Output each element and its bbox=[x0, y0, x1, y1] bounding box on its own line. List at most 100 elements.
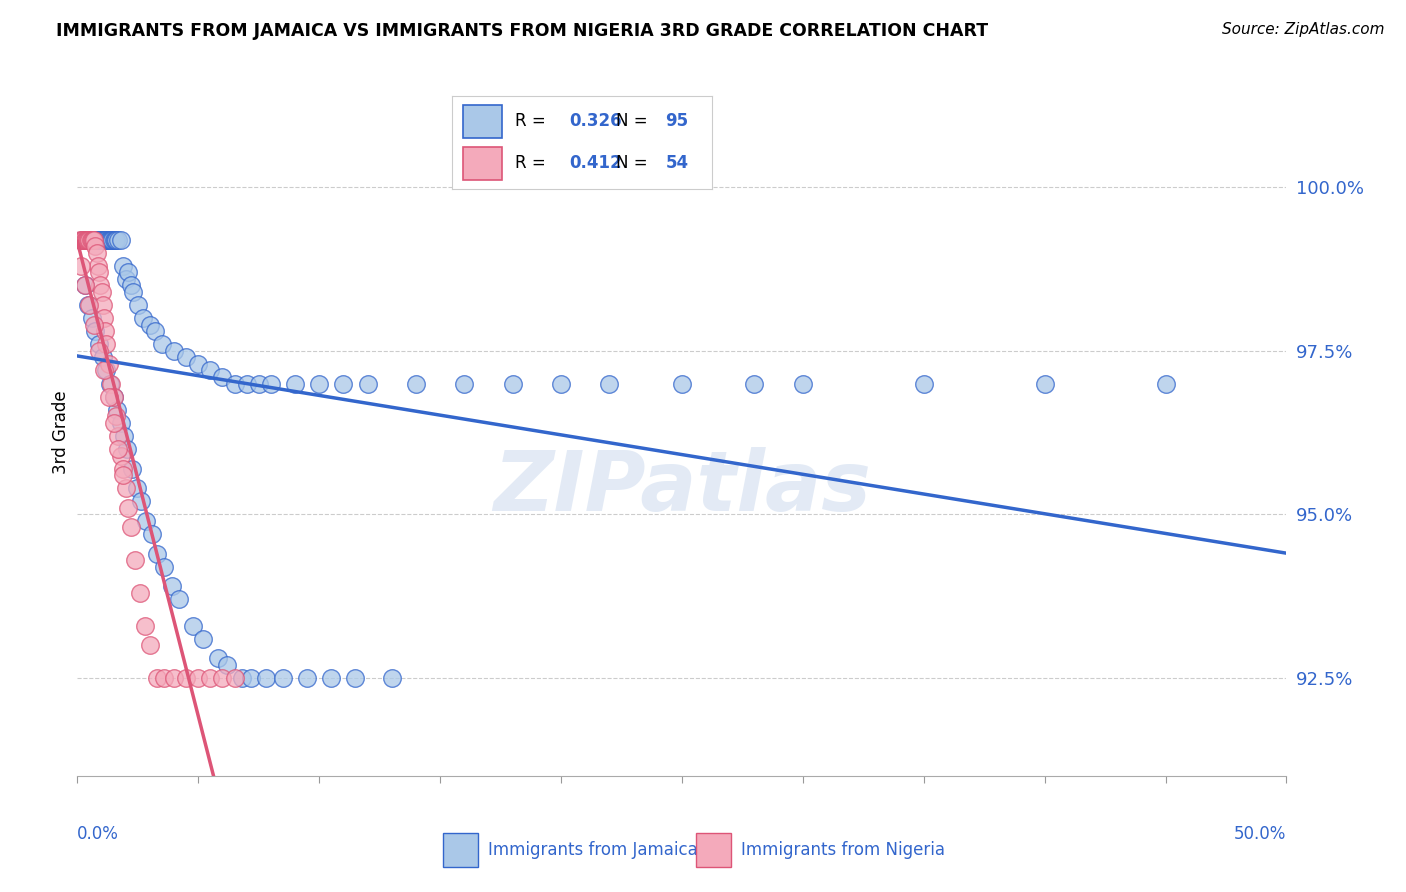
Point bbox=[356, 376, 378, 391]
Point bbox=[344, 671, 367, 685]
Point bbox=[87, 233, 110, 247]
Point bbox=[211, 671, 233, 685]
Point bbox=[91, 298, 114, 312]
Point bbox=[77, 233, 100, 247]
Point bbox=[114, 272, 136, 286]
Point bbox=[79, 298, 101, 312]
Point bbox=[160, 579, 183, 593]
Point bbox=[83, 233, 105, 247]
Point bbox=[70, 233, 93, 247]
Point bbox=[744, 376, 766, 391]
Point bbox=[912, 376, 935, 391]
Point bbox=[187, 357, 209, 371]
Point bbox=[1033, 376, 1056, 391]
Point bbox=[260, 376, 283, 391]
Point bbox=[82, 233, 104, 247]
Point bbox=[115, 442, 138, 456]
Point bbox=[308, 376, 330, 391]
Text: Immigrants from Nigeria: Immigrants from Nigeria bbox=[741, 841, 945, 859]
Point bbox=[86, 233, 108, 247]
Point bbox=[84, 233, 107, 247]
Text: Immigrants from Jamaica: Immigrants from Jamaica bbox=[488, 841, 697, 859]
Point bbox=[101, 233, 124, 247]
Point bbox=[207, 651, 229, 665]
Point bbox=[381, 671, 404, 685]
Point bbox=[103, 233, 125, 247]
Point bbox=[284, 376, 307, 391]
Point bbox=[110, 416, 132, 430]
Text: Source: ZipAtlas.com: Source: ZipAtlas.com bbox=[1222, 22, 1385, 37]
Point bbox=[79, 233, 101, 247]
Point bbox=[100, 233, 122, 247]
Point bbox=[89, 233, 111, 247]
Point bbox=[224, 671, 246, 685]
Point bbox=[97, 390, 120, 404]
Point bbox=[163, 343, 186, 358]
Point bbox=[125, 481, 148, 495]
Point bbox=[117, 265, 139, 279]
Point bbox=[231, 671, 253, 685]
Point bbox=[235, 376, 257, 391]
Point bbox=[114, 429, 136, 443]
Point bbox=[96, 233, 118, 247]
Point bbox=[83, 233, 105, 247]
Point bbox=[84, 239, 107, 253]
Point bbox=[70, 233, 93, 247]
Point bbox=[405, 376, 427, 391]
Point bbox=[103, 416, 125, 430]
Point bbox=[127, 298, 149, 312]
Point bbox=[671, 376, 693, 391]
Point bbox=[135, 514, 157, 528]
Point bbox=[75, 233, 97, 247]
Point bbox=[98, 376, 121, 391]
Point bbox=[100, 376, 122, 391]
Text: 0.0%: 0.0% bbox=[77, 825, 120, 843]
Point bbox=[792, 376, 814, 391]
Point bbox=[97, 233, 120, 247]
Point bbox=[103, 390, 125, 404]
Text: IMMIGRANTS FROM JAMAICA VS IMMIGRANTS FROM NIGERIA 3RD GRADE CORRELATION CHART: IMMIGRANTS FROM JAMAICA VS IMMIGRANTS FR… bbox=[56, 22, 988, 40]
Point bbox=[84, 324, 107, 338]
Point bbox=[183, 618, 205, 632]
Point bbox=[98, 233, 121, 247]
Point bbox=[91, 233, 114, 247]
Point bbox=[153, 671, 176, 685]
Point bbox=[139, 318, 162, 332]
Point bbox=[73, 278, 96, 293]
Point bbox=[96, 363, 118, 377]
Point bbox=[96, 337, 118, 351]
Point bbox=[134, 618, 156, 632]
Point bbox=[120, 520, 142, 534]
Point bbox=[80, 233, 103, 247]
Point bbox=[76, 233, 98, 247]
Point bbox=[224, 376, 246, 391]
Text: ZIPatlas: ZIPatlas bbox=[494, 447, 870, 528]
Point bbox=[502, 376, 524, 391]
Point bbox=[332, 376, 354, 391]
Point bbox=[97, 357, 120, 371]
Point bbox=[598, 376, 620, 391]
Point bbox=[87, 233, 110, 247]
Point bbox=[93, 233, 115, 247]
Point bbox=[103, 390, 125, 404]
Point bbox=[143, 324, 166, 338]
Point bbox=[110, 449, 132, 463]
Point bbox=[79, 233, 101, 247]
Point bbox=[321, 671, 343, 685]
Point bbox=[87, 259, 110, 273]
Point bbox=[453, 376, 475, 391]
Point bbox=[79, 233, 101, 247]
Point bbox=[79, 233, 101, 247]
Point bbox=[105, 233, 128, 247]
Y-axis label: 3rd Grade: 3rd Grade bbox=[52, 391, 70, 475]
Point bbox=[1154, 376, 1177, 391]
Point bbox=[87, 265, 110, 279]
Point bbox=[295, 671, 318, 685]
Point bbox=[73, 278, 96, 293]
Point bbox=[247, 376, 270, 391]
Point bbox=[110, 233, 132, 247]
Point bbox=[82, 233, 104, 247]
Point bbox=[174, 671, 197, 685]
Point bbox=[87, 343, 110, 358]
Point bbox=[141, 527, 163, 541]
